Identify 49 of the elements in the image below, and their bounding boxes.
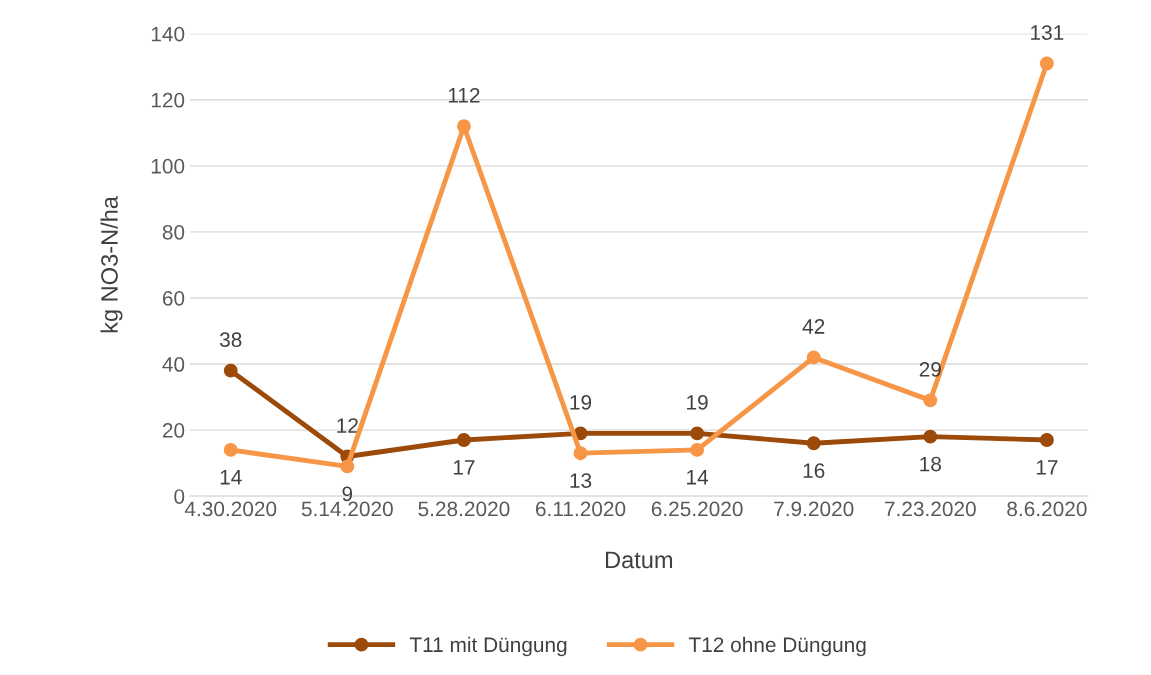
point (806, 350, 821, 365)
point (1039, 433, 1054, 447)
data-label: 16 (803, 463, 825, 479)
legend-label: T11 mit Düngung (409, 636, 567, 657)
x-tick-label: 8.6.2020 (1007, 501, 1087, 517)
data-label: 12 (337, 418, 358, 433)
y-axis-title: kg NO3-N/ha (100, 196, 123, 333)
data-label: 18 (920, 456, 941, 472)
y-tick-label: 40 (162, 357, 185, 372)
legend-label: T12 ohne Düngung (688, 636, 866, 657)
point (806, 436, 821, 451)
x-tick-label: 5.14.2020 (301, 501, 393, 517)
y-tick-label: 140 (151, 26, 185, 42)
point (456, 433, 471, 447)
x-tick-label: 4.30.2020 (184, 501, 277, 517)
point (923, 429, 938, 444)
x-tick-label: 6.25.2020 (651, 501, 743, 517)
data-label: 38 (219, 332, 242, 348)
data-label: 17 (453, 460, 475, 475)
data-label: 17 (1036, 460, 1058, 475)
x-tick-label: 7.9.2020 (774, 501, 854, 517)
point (1039, 56, 1054, 71)
y-tick-label: 0 (174, 489, 185, 504)
point (573, 446, 588, 461)
data-label: 14 (220, 470, 242, 485)
x-tick-label: 7.23.2020 (885, 501, 976, 517)
x-axis-title: Datum (605, 551, 673, 569)
data-label: 131 (1031, 25, 1064, 40)
x-tick-label: 6.11.2020 (536, 501, 626, 517)
y-tick-label: 20 (162, 423, 185, 438)
y-tick-label: 60 (162, 290, 185, 306)
data-label: 9 (342, 486, 353, 502)
point (456, 119, 471, 134)
x-tick-label: 5.28.2020 (418, 501, 510, 517)
point (223, 363, 238, 378)
point (690, 442, 705, 457)
y-tick-label: 100 (151, 158, 185, 174)
data-label: 14 (687, 470, 709, 485)
y-tick-label: 120 (151, 92, 185, 108)
data-label: 42 (802, 319, 825, 334)
point (340, 459, 355, 474)
data-label: 112 (448, 87, 480, 103)
data-label: 19 (687, 395, 708, 410)
point (223, 442, 238, 457)
point (923, 393, 938, 408)
data-label: 19 (570, 395, 592, 410)
point (690, 426, 705, 441)
data-label: 13 (570, 473, 592, 488)
y-tick-label: 80 (162, 224, 185, 240)
